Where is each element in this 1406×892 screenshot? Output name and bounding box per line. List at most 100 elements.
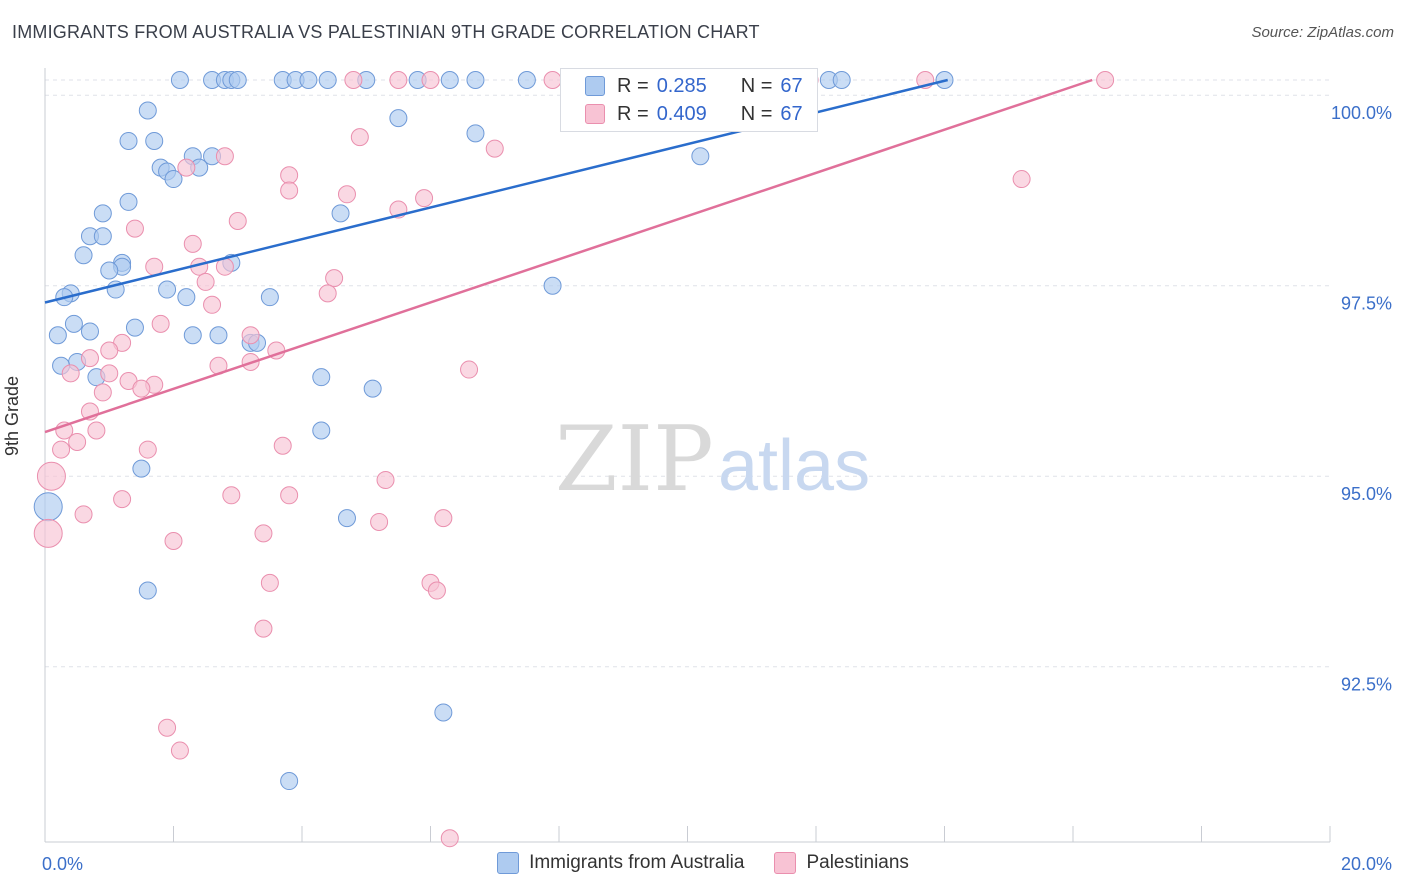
data-point [331, 204, 350, 223]
data-point [440, 71, 459, 89]
series-legend: Immigrants from Australia Palestinians [0, 852, 1406, 874]
data-point [87, 421, 106, 440]
data-point [280, 181, 299, 200]
y-tick-label: 97.5% [1341, 294, 1392, 314]
data-point [80, 349, 99, 368]
data-point [466, 124, 485, 143]
legend-swatch-australia [497, 852, 520, 874]
data-point [543, 71, 562, 89]
x-tick-label: 0.0% [42, 854, 83, 874]
legend-item-australia: Immigrants from Australia [497, 852, 744, 874]
legend-swatch-blue [585, 76, 605, 96]
data-point [93, 227, 112, 246]
y-tick-label: 92.5% [1341, 675, 1392, 695]
legend-label-australia: Immigrants from Australia [529, 852, 745, 873]
data-point [389, 71, 408, 89]
data-point [691, 147, 710, 166]
data-point [177, 288, 196, 307]
data-point [64, 314, 83, 333]
chart-title: IMMIGRANTS FROM AUSTRALIA VS PALESTINIAN… [12, 22, 760, 42]
data-point [280, 166, 299, 185]
legend-r-value: 0.409 [656, 102, 707, 125]
data-point [151, 314, 170, 333]
legend-row-australia: R = 0.285 N = 67 [585, 73, 803, 99]
data-point [832, 71, 851, 89]
data-point [113, 490, 132, 509]
data-point [344, 71, 363, 89]
data-point [183, 326, 202, 345]
data-point [280, 486, 299, 505]
data-point [145, 131, 164, 150]
data-point [74, 505, 93, 524]
data-point [337, 509, 356, 528]
data-point [299, 71, 318, 89]
legend-r-value: 0.285 [656, 74, 707, 97]
data-point [370, 512, 389, 531]
data-point [183, 234, 202, 253]
data-point [215, 147, 234, 166]
data-point [1096, 71, 1115, 89]
data-point [100, 364, 119, 383]
trend-lines [44, 78, 1093, 434]
data-point [170, 741, 189, 760]
data-point [485, 139, 504, 158]
data-point [132, 379, 151, 398]
data-point [222, 486, 241, 505]
legend-row-palestinians: R = 0.409 N = 67 [585, 101, 803, 127]
data-point [280, 772, 299, 791]
data-point [517, 71, 536, 89]
legend-r-label: R = [617, 74, 649, 97]
data-point [389, 109, 408, 128]
data-point [273, 436, 292, 455]
data-point [228, 71, 247, 89]
data-point [170, 71, 189, 89]
data-point [460, 360, 479, 379]
data-point [254, 619, 273, 638]
watermark-zip: ZIP [555, 407, 714, 512]
legend-item-palestinians: Palestinians [774, 852, 909, 874]
watermark-atlas: atlas [718, 426, 870, 506]
data-point [312, 368, 331, 387]
data-point [350, 128, 369, 147]
data-point [68, 432, 87, 451]
legend-swatch-palestinians [774, 852, 797, 874]
data-point [164, 532, 183, 551]
data-point [36, 461, 66, 491]
data-point [254, 524, 273, 543]
data-point [543, 276, 562, 295]
data-point [138, 581, 157, 600]
data-point [158, 718, 177, 737]
data-point [337, 185, 356, 204]
data-point [260, 288, 279, 307]
data-point [93, 383, 112, 402]
legend-n-value: 67 [780, 74, 803, 97]
data-point [363, 379, 382, 398]
data-point [119, 192, 138, 211]
tick-labels: 92.5% 95.0% 97.5% 100.0% 0.0% 20.0% [42, 103, 1392, 874]
data-point [132, 459, 151, 478]
data-point [209, 326, 228, 345]
data-point [318, 284, 337, 303]
y-tick-label: 95.0% [1341, 484, 1392, 504]
data-point [93, 204, 112, 223]
trend-line-palestinians [44, 78, 1093, 434]
data-point [440, 829, 459, 848]
data-point [52, 440, 71, 459]
source-credit: Source: ZipAtlas.com [1251, 24, 1394, 41]
data-point [466, 71, 485, 89]
data-point [325, 269, 344, 288]
legend-r-label: R = [617, 102, 649, 125]
data-point [376, 471, 395, 490]
data-point [48, 326, 67, 345]
data-point [228, 211, 247, 230]
data-point [138, 101, 157, 120]
correlation-legend: R = 0.285 N = 67 R = 0.409 N = 67 [560, 68, 818, 132]
data-point [241, 326, 260, 345]
data-point [177, 158, 196, 177]
data-point [33, 492, 63, 522]
data-point [80, 322, 99, 341]
gridlines [45, 79, 1330, 668]
legend-swatch-pink [585, 104, 605, 124]
data-point [74, 246, 93, 265]
